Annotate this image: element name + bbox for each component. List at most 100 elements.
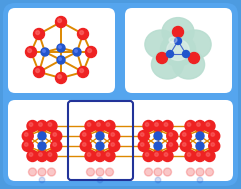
- Ellipse shape: [169, 37, 177, 43]
- Circle shape: [187, 168, 194, 176]
- Circle shape: [53, 133, 57, 136]
- Circle shape: [169, 143, 173, 146]
- Circle shape: [94, 150, 106, 161]
- Circle shape: [80, 31, 84, 35]
- Circle shape: [29, 153, 33, 156]
- Circle shape: [29, 123, 33, 126]
- Circle shape: [209, 140, 220, 152]
- Circle shape: [145, 168, 153, 176]
- Circle shape: [43, 50, 45, 52]
- Circle shape: [111, 133, 114, 136]
- Circle shape: [194, 121, 206, 132]
- Circle shape: [41, 48, 49, 56]
- Circle shape: [26, 46, 36, 57]
- Circle shape: [78, 29, 88, 40]
- Circle shape: [22, 130, 33, 142]
- Circle shape: [182, 50, 189, 57]
- Circle shape: [86, 46, 96, 57]
- Circle shape: [39, 123, 42, 126]
- Circle shape: [48, 153, 52, 156]
- Circle shape: [180, 140, 191, 152]
- Circle shape: [48, 123, 52, 126]
- Circle shape: [182, 143, 186, 146]
- Circle shape: [143, 121, 154, 132]
- Circle shape: [57, 56, 65, 64]
- Circle shape: [197, 123, 200, 126]
- Ellipse shape: [173, 50, 205, 79]
- Circle shape: [156, 53, 167, 64]
- Circle shape: [145, 123, 149, 126]
- Circle shape: [106, 123, 110, 126]
- Circle shape: [82, 143, 86, 146]
- Circle shape: [109, 130, 120, 142]
- Circle shape: [185, 121, 196, 132]
- Circle shape: [180, 130, 191, 142]
- Circle shape: [162, 150, 173, 161]
- Circle shape: [155, 153, 158, 156]
- Circle shape: [36, 31, 40, 35]
- Circle shape: [204, 150, 215, 161]
- Circle shape: [104, 121, 115, 132]
- Circle shape: [51, 140, 62, 152]
- Circle shape: [96, 132, 104, 140]
- Ellipse shape: [145, 30, 177, 59]
- Circle shape: [55, 16, 67, 28]
- Circle shape: [38, 132, 46, 140]
- Circle shape: [153, 150, 163, 161]
- Circle shape: [206, 168, 214, 176]
- Circle shape: [24, 143, 28, 146]
- Circle shape: [58, 75, 61, 79]
- Circle shape: [36, 121, 47, 132]
- Circle shape: [187, 153, 191, 156]
- Circle shape: [164, 123, 168, 126]
- Circle shape: [53, 143, 57, 146]
- Circle shape: [80, 140, 91, 152]
- Circle shape: [38, 142, 46, 150]
- FancyBboxPatch shape: [3, 3, 238, 186]
- Circle shape: [174, 37, 181, 44]
- Circle shape: [59, 58, 61, 60]
- Circle shape: [197, 177, 203, 183]
- Circle shape: [87, 168, 94, 176]
- Circle shape: [138, 130, 149, 142]
- FancyBboxPatch shape: [8, 100, 233, 181]
- Circle shape: [96, 142, 104, 150]
- Circle shape: [154, 132, 162, 140]
- Circle shape: [196, 142, 204, 150]
- Ellipse shape: [162, 18, 194, 46]
- Circle shape: [36, 150, 47, 161]
- Circle shape: [138, 140, 149, 152]
- Circle shape: [85, 150, 96, 161]
- Circle shape: [96, 168, 104, 176]
- Circle shape: [97, 153, 100, 156]
- Circle shape: [46, 150, 57, 161]
- Circle shape: [204, 121, 215, 132]
- Circle shape: [154, 168, 162, 176]
- Circle shape: [169, 133, 173, 136]
- Circle shape: [28, 168, 36, 176]
- Circle shape: [153, 121, 163, 132]
- Circle shape: [206, 123, 210, 126]
- Circle shape: [97, 123, 100, 126]
- Ellipse shape: [179, 30, 211, 59]
- Circle shape: [36, 69, 40, 73]
- Circle shape: [154, 142, 162, 150]
- Circle shape: [167, 50, 174, 57]
- Circle shape: [141, 143, 144, 146]
- Circle shape: [211, 133, 214, 136]
- FancyBboxPatch shape: [8, 8, 115, 93]
- Circle shape: [155, 177, 161, 183]
- Circle shape: [51, 130, 62, 142]
- Circle shape: [173, 26, 183, 37]
- Ellipse shape: [167, 40, 189, 60]
- Circle shape: [57, 44, 65, 52]
- Circle shape: [104, 150, 115, 161]
- Circle shape: [58, 19, 61, 22]
- FancyBboxPatch shape: [3, 3, 238, 186]
- Circle shape: [85, 121, 96, 132]
- Circle shape: [27, 150, 38, 161]
- Circle shape: [87, 123, 91, 126]
- Circle shape: [38, 168, 46, 176]
- Circle shape: [188, 53, 200, 64]
- Circle shape: [106, 168, 114, 176]
